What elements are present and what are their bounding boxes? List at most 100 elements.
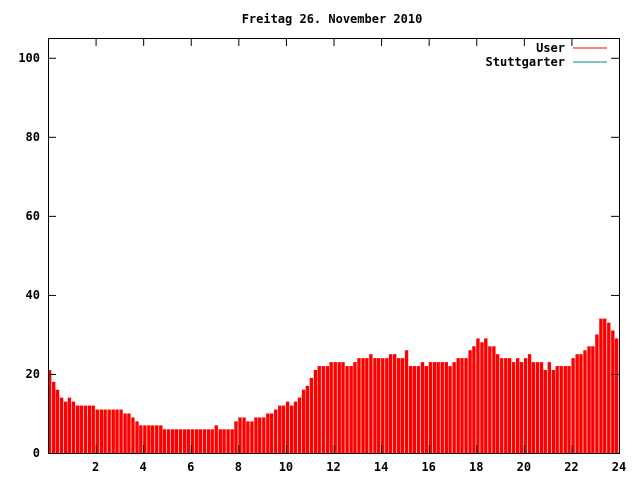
user-bar-66 <box>309 377 314 453</box>
user-bar-141 <box>607 322 611 453</box>
user-bar-3 <box>59 397 64 453</box>
user-bar-110 <box>484 338 488 453</box>
user-bar-83 <box>377 358 381 453</box>
user-bar-85 <box>385 358 389 453</box>
user-bar-35 <box>186 429 191 453</box>
user-bar-126 <box>547 362 551 453</box>
user-bar-23 <box>139 425 143 453</box>
user-bar-56 <box>269 413 274 453</box>
user-bar-22 <box>135 421 139 453</box>
user-bar-109 <box>480 342 484 453</box>
user-bar-8 <box>79 405 84 453</box>
user-bar-119 <box>519 362 524 453</box>
user-bar-1 <box>52 381 56 453</box>
user-bar-139 <box>599 318 603 453</box>
user-bar-74 <box>341 362 345 453</box>
user-bar-103 <box>456 358 460 453</box>
user-bar-89 <box>400 358 405 453</box>
user-bar-52 <box>254 417 258 453</box>
user-bar-25 <box>147 425 151 453</box>
user-bar-123 <box>535 362 540 453</box>
x-tick-label-7: 16 <box>421 460 435 474</box>
y-tick-label-4: 80 <box>26 130 40 144</box>
x-tick-label-10: 22 <box>564 460 578 474</box>
user-bar-107 <box>472 346 476 453</box>
y-axis-tick-labels: 0 20 40 60 80 100 <box>18 51 40 460</box>
user-bar-36 <box>190 429 195 453</box>
y-tick-label-2: 40 <box>26 288 40 302</box>
user-bar-34 <box>182 429 187 453</box>
user-bar-93 <box>416 366 421 453</box>
user-bar-61 <box>289 405 294 453</box>
user-bar-73 <box>337 362 341 453</box>
user-bar-99 <box>440 362 444 453</box>
user-bar-125 <box>543 370 547 453</box>
user-bar-65 <box>305 385 310 453</box>
user-bar-42 <box>214 425 218 453</box>
user-bar-20 <box>127 413 131 453</box>
user-bar-81 <box>369 354 373 453</box>
user-bar-43 <box>218 429 222 453</box>
user-bar-59 <box>281 405 286 453</box>
x-tick-label-2: 6 <box>187 460 194 474</box>
user-bar-96 <box>428 362 433 453</box>
user-bar-44 <box>222 429 226 453</box>
user-bar-121 <box>527 354 532 453</box>
y-tick-label-5: 100 <box>18 51 40 65</box>
x-axis-tick-labels: 2 4 6 8 10 12 14 16 18 20 22 24 <box>92 460 626 474</box>
user-bar-6 <box>71 401 76 453</box>
user-bar-41 <box>210 429 214 453</box>
user-bar-88 <box>397 358 401 453</box>
user-bar-0 <box>48 370 52 453</box>
user-bar-114 <box>500 358 504 453</box>
user-bar-9 <box>83 405 88 453</box>
user-bar-47 <box>234 421 238 453</box>
user-bar-97 <box>432 362 437 453</box>
user-bar-7 <box>75 405 80 453</box>
user-bar-80 <box>365 358 369 453</box>
user-bar-27 <box>155 425 159 453</box>
user-bar-136 <box>587 346 591 453</box>
user-bar-39 <box>202 429 207 453</box>
y-tick-label-1: 20 <box>26 367 40 381</box>
user-bar-79 <box>361 358 365 453</box>
user-bar-84 <box>381 358 385 453</box>
user-bar-70 <box>325 366 330 453</box>
user-bar-40 <box>206 429 211 453</box>
user-bar-50 <box>246 421 250 453</box>
user-bar-143 <box>614 338 619 453</box>
x-tick-label-11: 24 <box>612 460 626 474</box>
user-bar-91 <box>408 366 413 453</box>
user-bar-76 <box>349 366 353 453</box>
x-tick-label-5: 12 <box>326 460 340 474</box>
user-bar-21 <box>131 417 135 453</box>
user-bar-54 <box>262 417 266 453</box>
user-bar-90 <box>404 350 409 453</box>
user-bar-140 <box>603 318 607 453</box>
user-bar-28 <box>159 425 163 453</box>
user-bar-71 <box>329 362 333 453</box>
user-bar-2 <box>55 389 60 453</box>
user-bar-49 <box>242 417 246 453</box>
user-bar-31 <box>171 429 175 453</box>
user-bar-95 <box>424 366 428 453</box>
user-bar-45 <box>226 429 230 453</box>
x-tick-label-8: 18 <box>469 460 483 474</box>
user-bar-33 <box>178 429 183 453</box>
user-bar-75 <box>345 366 349 453</box>
user-bar-87 <box>392 354 397 453</box>
user-bars <box>48 318 619 453</box>
user-bar-62 <box>293 401 298 453</box>
legend: User Stuttgarter <box>486 41 607 69</box>
x-tick-label-1: 4 <box>140 460 147 474</box>
user-bar-134 <box>579 354 583 453</box>
y-tick-label-3: 60 <box>26 209 40 223</box>
user-bar-29 <box>162 429 167 453</box>
user-bar-5 <box>67 397 72 453</box>
user-bar-78 <box>357 358 361 453</box>
x-tick-label-9: 20 <box>517 460 531 474</box>
user-bar-142 <box>611 330 615 453</box>
user-bar-12 <box>95 409 99 453</box>
user-bar-98 <box>436 362 440 453</box>
user-bar-37 <box>194 429 199 453</box>
